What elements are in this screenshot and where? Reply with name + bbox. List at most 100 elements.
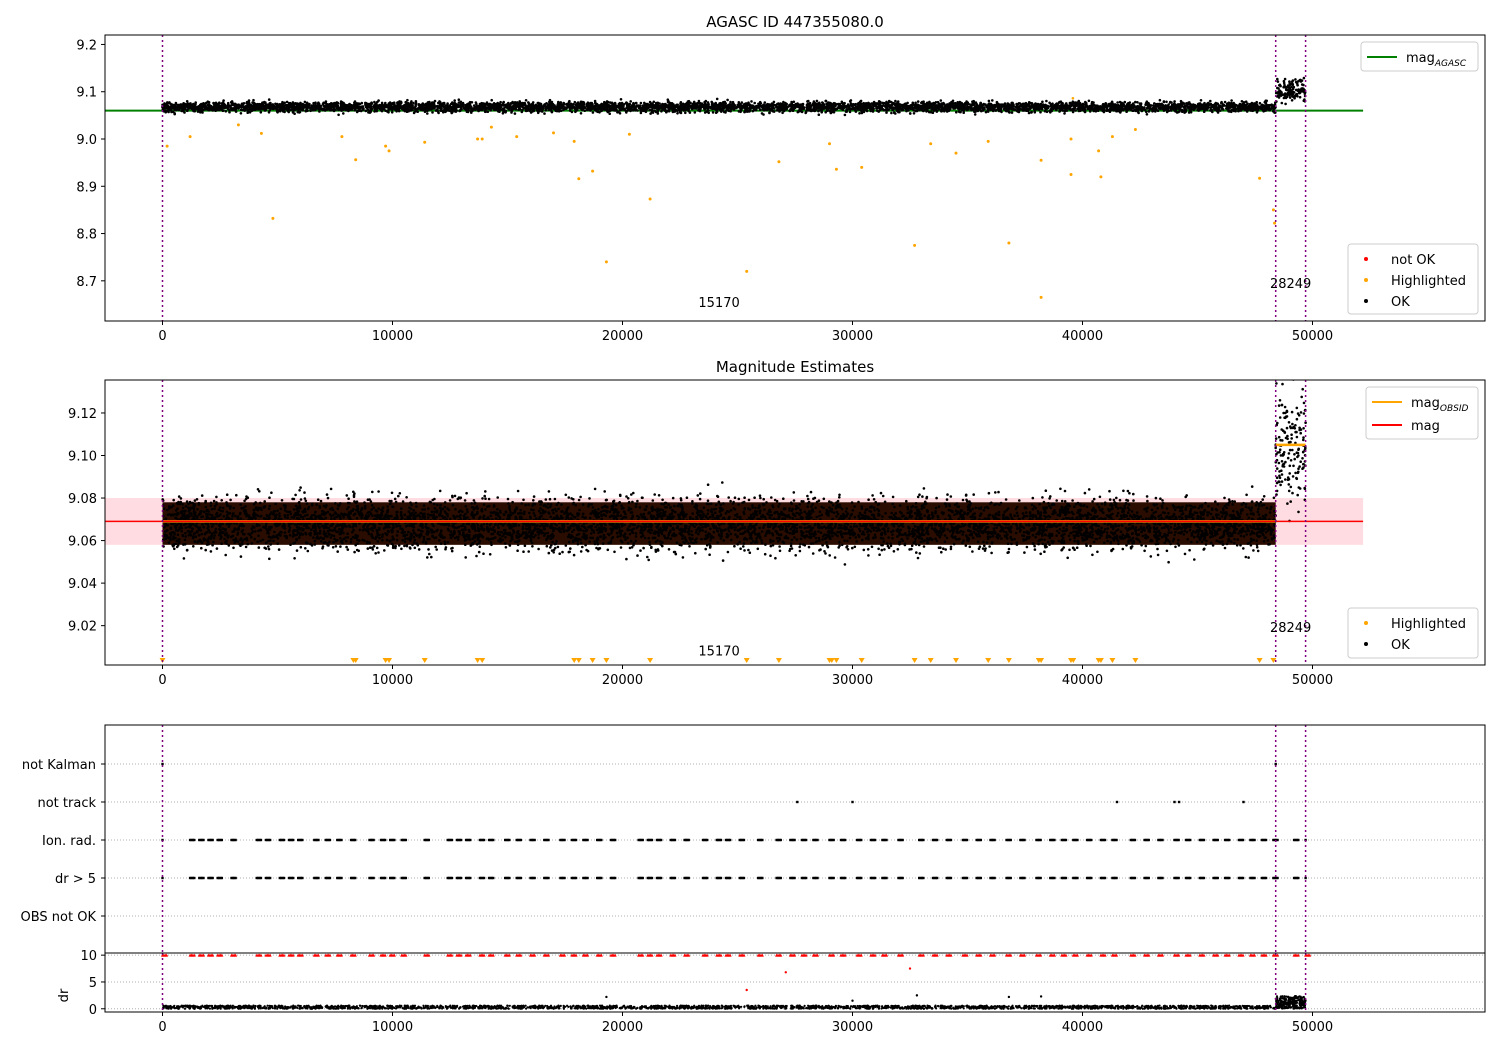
- ok-point: [1154, 110, 1157, 113]
- ok-point: [987, 99, 991, 103]
- ok-point: [1222, 103, 1226, 107]
- ok-point: [951, 104, 954, 108]
- ok-point: [753, 101, 756, 105]
- ok-point: [573, 100, 577, 104]
- ok-point: [625, 101, 628, 104]
- ok-point: [1017, 109, 1020, 113]
- ok-point: [1240, 100, 1244, 103]
- ok-point: [281, 110, 285, 113]
- ok-point: [840, 105, 843, 108]
- ok-point: [196, 110, 200, 113]
- ok-point: [697, 99, 701, 103]
- ok-point: [1209, 109, 1212, 112]
- ok-point: [916, 100, 920, 103]
- ok-point: [908, 112, 912, 115]
- ok-point: [470, 109, 474, 113]
- ok-point: [879, 100, 882, 104]
- ok-point: [185, 100, 189, 103]
- ok-point: [897, 103, 901, 106]
- ok-point: [848, 110, 852, 114]
- ok-point: [685, 105, 689, 108]
- ok-point: [913, 104, 917, 108]
- ok-point: [940, 108, 944, 111]
- ok-point: [848, 100, 852, 103]
- ok-point: [1258, 105, 1262, 109]
- ok-point: [739, 104, 742, 107]
- ok-point: [1044, 107, 1048, 111]
- ok-point: [1033, 111, 1037, 114]
- ok-point: [650, 108, 654, 111]
- ok-point: [999, 109, 1002, 112]
- ok-point: [1189, 110, 1193, 114]
- ok-point: [752, 106, 756, 109]
- ok-point: [711, 107, 714, 111]
- ok-point: [450, 111, 454, 115]
- ok-point: [457, 98, 461, 101]
- ok-point: [955, 110, 958, 114]
- ok-point: [1230, 99, 1233, 102]
- ok-point: [419, 107, 423, 111]
- ok-point: [1199, 99, 1203, 102]
- ok-point: [205, 107, 209, 111]
- ok-point: [914, 101, 917, 105]
- ok-point: [222, 99, 225, 102]
- ok-point: [185, 109, 189, 113]
- ok-point: [1069, 101, 1072, 105]
- ok-point: [461, 104, 465, 108]
- ok-point: [231, 102, 235, 106]
- ok-point: [833, 107, 837, 110]
- ok-point: [1265, 99, 1268, 103]
- ok-point: [686, 108, 690, 111]
- ok-point: [1167, 105, 1170, 108]
- ok-point: [575, 109, 578, 112]
- ok-point: [521, 108, 524, 112]
- ok-point: [974, 110, 977, 113]
- ok-point: [606, 109, 610, 112]
- ok-point: [940, 102, 943, 105]
- ok-point: [1219, 106, 1223, 109]
- ok-point: [832, 110, 836, 114]
- ok-point: [450, 102, 454, 105]
- ok-point: [548, 98, 552, 102]
- ok-point: [215, 105, 219, 109]
- ok-point: [1130, 104, 1133, 107]
- ok-point: [538, 109, 541, 113]
- ok-point: [814, 105, 818, 108]
- ok-point: [559, 101, 563, 104]
- ok-point: [267, 106, 271, 110]
- ok-point: [317, 101, 320, 104]
- ok-point: [251, 107, 255, 111]
- ok-point: [562, 101, 566, 105]
- ok-point: [871, 110, 875, 113]
- ok-point: [822, 103, 826, 106]
- ok-point: [490, 98, 494, 102]
- ok-point: [795, 102, 799, 106]
- ok-point: [370, 102, 373, 106]
- ok-point: [441, 103, 445, 107]
- ok-point: [1186, 104, 1189, 107]
- ok-point: [634, 101, 638, 105]
- ok-point: [373, 107, 377, 111]
- ok-point: [1126, 108, 1129, 112]
- ok-point: [639, 111, 643, 115]
- ok-point: [872, 107, 875, 110]
- ok-point: [1053, 106, 1057, 109]
- ok-point: [1187, 106, 1190, 110]
- ok-point: [1258, 101, 1262, 105]
- ok-point: [652, 100, 656, 104]
- ok-point: [1169, 100, 1172, 104]
- ok-point: [234, 110, 238, 113]
- ok-point: [275, 103, 279, 106]
- ok-point: [1134, 100, 1137, 104]
- ok-point: [1116, 101, 1119, 104]
- ok-point: [362, 107, 365, 111]
- ok-point: [360, 101, 364, 105]
- ok-point: [758, 104, 761, 107]
- ok-point: [885, 111, 888, 114]
- ok-point: [490, 103, 494, 106]
- ok-point: [926, 102, 929, 106]
- ok-point: [414, 109, 418, 113]
- ok-point: [792, 100, 796, 104]
- ok-point: [962, 111, 965, 114]
- ok-point: [741, 105, 745, 108]
